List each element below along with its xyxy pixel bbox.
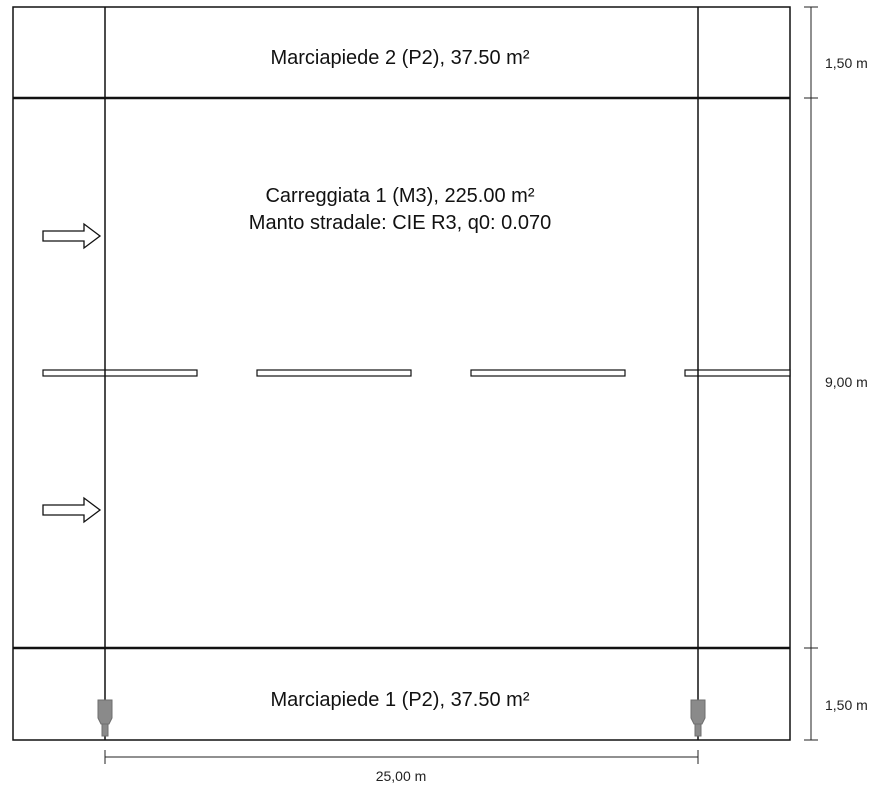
lane-dash	[256, 369, 412, 377]
lane-dash	[42, 369, 198, 377]
lane-dash	[470, 369, 626, 377]
dimension-top-width: 1,50 m	[825, 55, 868, 71]
arrow-right-icon	[42, 222, 102, 250]
sidewalk-top-label: Marciapiede 2 (P2), 37.50 m²	[270, 47, 529, 69]
sidewalk-bottom-label: Marciapiede 1 (P2), 37.50 m²	[270, 689, 529, 711]
street-light-icon	[690, 699, 706, 737]
arrow-right-icon	[42, 222, 102, 250]
roadway-label: Carreggiata 1 (M3), 225.00 m²	[265, 185, 534, 207]
lane-divider	[42, 369, 791, 377]
lane-dash	[684, 369, 791, 377]
vertical-dimension	[804, 6, 818, 741]
sidewalk-bottom: Marciapiede 1 (P2), 37.50 m²	[13, 646, 790, 711]
arrow-right-icon	[42, 496, 102, 524]
roadway-surface-label: Manto stradale: CIE R3, q0: 0.070	[249, 212, 551, 234]
dimension-road-width: 9,00 m	[825, 374, 868, 390]
dimension-bottom-width: 1,50 m	[825, 697, 868, 713]
sidewalk-top: Marciapiede 2 (P2), 37.50 m²	[13, 47, 790, 100]
dimension-spacing: 25,00 m	[376, 768, 427, 784]
arrow-right-icon	[42, 496, 102, 524]
horizontal-dimension	[104, 750, 699, 764]
roadway: Carreggiata 1 (M3), 225.00 m² Manto stra…	[42, 185, 791, 524]
street-light-icon	[97, 699, 113, 737]
